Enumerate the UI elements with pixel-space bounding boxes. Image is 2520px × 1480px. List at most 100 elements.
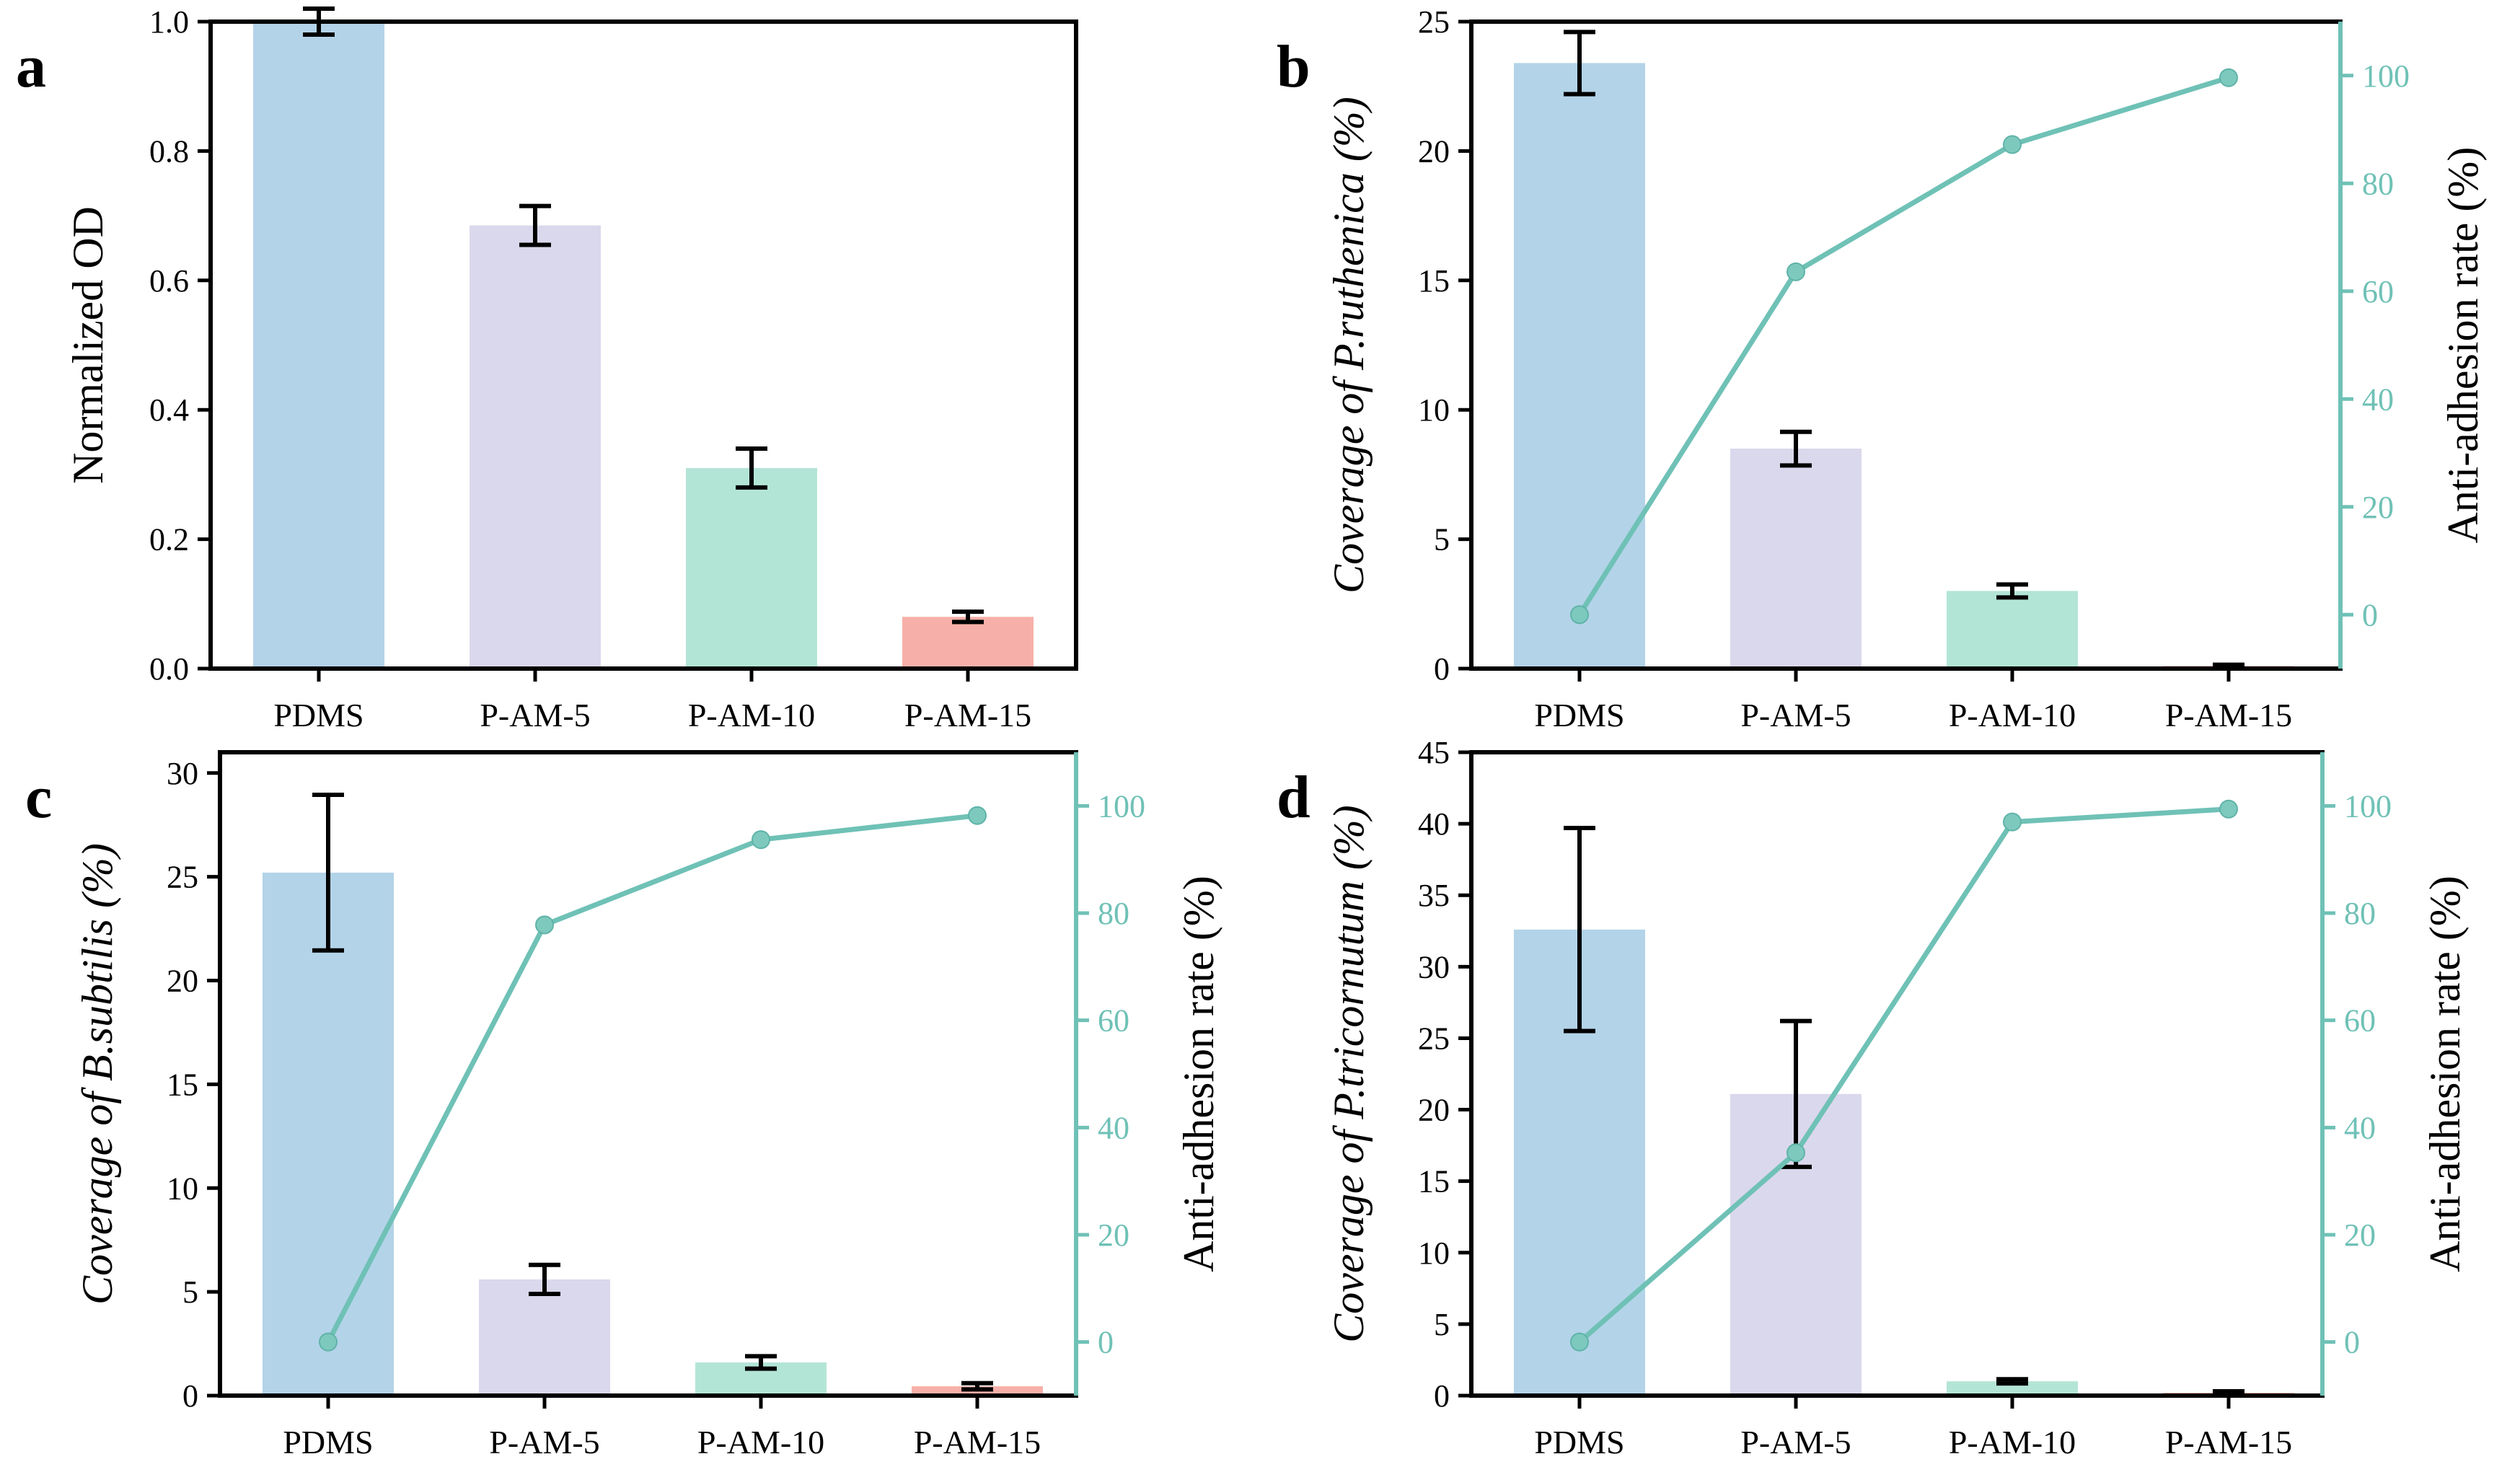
anti-adhesion-point-PDMS — [1570, 1332, 1589, 1352]
panel-label: d — [1277, 764, 1310, 831]
y2-tick-label: 20 — [1098, 1217, 1129, 1253]
y-tick-label: 20 — [1418, 1093, 1450, 1128]
y-tick-label: 10 — [1418, 392, 1450, 428]
bar-P-AM-5 — [470, 225, 601, 669]
y-tick-label: 0.2 — [149, 522, 189, 558]
y-tick-label: 15 — [167, 1067, 198, 1102]
y-tick-label: 25 — [167, 860, 198, 895]
error-bar-PDMS — [1564, 30, 1595, 97]
anti-adhesion-point-P-AM-5 — [535, 915, 554, 935]
y-tick-label: 10 — [167, 1171, 198, 1206]
panel-c: 0 5 10 15 20 25 30 PDMS P-AM-5 P-AM-10 P-AM-15 Cove… — [25, 750, 1222, 1461]
anti-adhesion-line — [1577, 806, 2229, 1344]
x-tick-label: P-AM-5 — [480, 697, 590, 734]
anti-adhesion-point-PDMS — [319, 1332, 338, 1352]
plot-frame — [208, 19, 1078, 671]
y-tick-label: 45 — [1418, 735, 1450, 770]
y-tick-label: 20 — [167, 964, 198, 999]
error-bar-P-AM-5 — [1780, 429, 1812, 468]
y2-tick-label: 20 — [2362, 490, 2394, 525]
anti-adhesion-point-P-AM-10 — [2003, 135, 2022, 154]
error-bar-P-AM-10 — [736, 446, 767, 490]
x-tick-label: PDMS — [1534, 697, 1624, 734]
bar-P-AM-5 — [1730, 449, 1862, 669]
bar-PDMS — [253, 22, 384, 669]
y-tick-label: 40 — [1418, 806, 1450, 842]
y-tick-label: 15 — [1418, 263, 1450, 299]
y-tick-label: 5 — [182, 1274, 198, 1310]
anti-adhesion-point-P-AM-10 — [752, 830, 770, 850]
x-tick-label: P-AM-15 — [904, 697, 1031, 734]
y2-tick-label: 40 — [1098, 1110, 1129, 1145]
anti-adhesion-point-P-AM-15 — [968, 806, 987, 825]
anti-adhesion-point-P-AM-5 — [1787, 262, 1805, 281]
y2-tick-label: 0 — [1098, 1325, 1114, 1360]
anti-adhesion-line — [325, 813, 978, 1344]
x-tick-label: P-AM-5 — [1740, 697, 1851, 734]
y-tick-label: 25 — [1418, 4, 1450, 40]
bar-PDMS — [263, 872, 394, 1396]
y-tick-label: 0 — [1434, 1378, 1450, 1414]
anti-adhesion-point-PDMS — [1570, 605, 1589, 625]
y-axis-label: Coverage of B.subtilis (%) — [74, 843, 121, 1305]
y-tick-label: 5 — [1434, 1307, 1450, 1342]
anti-adhesion-point-P-AM-15 — [2219, 68, 2238, 87]
y-tick-label: 0.4 — [149, 392, 189, 428]
y-tick-label: 0 — [182, 1378, 198, 1414]
y2-tick-label: 60 — [1098, 1003, 1129, 1039]
x-tick-label: P-AM-10 — [697, 1424, 824, 1461]
bar-P-AM-10 — [1947, 591, 2078, 669]
error-bar-P-AM-5 — [519, 203, 551, 247]
bar-P-AM-10 — [686, 467, 817, 669]
x-tick-label: P-AM-10 — [688, 697, 815, 734]
error-bar-P-AM-10 — [745, 1354, 777, 1371]
y2-tick-label: 40 — [2344, 1110, 2376, 1145]
y-tick-label: 5 — [1434, 522, 1450, 558]
x-tick-label: PDMS — [1534, 1424, 1624, 1461]
y2-tick-label: 80 — [2362, 166, 2394, 201]
x-tick-label: P-AM-10 — [1949, 697, 2076, 734]
y2-tick-label: 80 — [1098, 896, 1129, 931]
y2-tick-label: 100 — [2362, 58, 2410, 94]
error-bar-P-AM-10 — [1996, 582, 2028, 600]
y2-tick-label: 80 — [2344, 896, 2376, 931]
panel-label: b — [1277, 33, 1310, 100]
bar-P-AM-10 — [1947, 1381, 2078, 1396]
y-tick-label: 10 — [1418, 1235, 1450, 1271]
panel-b: 0 5 10 15 20 25 PDMS P-AM-5 P-AM-10 P-AM-15 Covera… — [1277, 4, 2487, 734]
anti-adhesion-line — [1577, 75, 2230, 617]
x-tick-label: P-AM-5 — [1740, 1424, 1851, 1461]
panel-label: a — [16, 33, 46, 100]
error-bar-P-AM-5 — [529, 1262, 560, 1297]
y-tick-label: 0 — [1434, 651, 1450, 687]
y-tick-label: 0.0 — [149, 651, 189, 687]
panel-d: 0 5 10 15 20 25 30 35 40 45 PDMS P-AM-5 P-AM-10 P-AM-… — [1277, 735, 2469, 1461]
y2-tick-label: 20 — [2344, 1217, 2376, 1253]
y2-tick-label: 100 — [2344, 788, 2392, 824]
y2-tick-label: 40 — [2362, 382, 2394, 417]
anti-adhesion-point-P-AM-5 — [1787, 1143, 1805, 1163]
y-axis-label: Coverage of P.ruthenica (%) — [1325, 97, 1373, 594]
y2-tick-label: 100 — [1098, 788, 1145, 824]
y2-tick-label: 60 — [2344, 1003, 2376, 1039]
y2-axis-label: Anti-adhesion rate (%) — [1175, 876, 1222, 1272]
y-tick-label: 1.0 — [149, 4, 189, 40]
y-tick-label: 30 — [167, 756, 198, 791]
x-tick-label: P-AM-15 — [2165, 1424, 2292, 1461]
error-bar-P-AM-15 — [952, 609, 984, 625]
y2-axis-label: Anti-adhesion rate (%) — [2439, 147, 2487, 544]
x-tick-label: PDMS — [273, 697, 364, 734]
y-axis-label: Coverage of P.tricornutum (%) — [1325, 805, 1373, 1342]
y-axis-label: Normalized OD — [64, 206, 112, 484]
bar-PDMS — [1514, 63, 1645, 669]
bar-P-AM-15 — [902, 617, 1034, 669]
y-tick-label: 0.8 — [149, 133, 189, 169]
error-bar-P-AM-5 — [1780, 1018, 1812, 1169]
error-bar-PDMS — [1564, 826, 1595, 1034]
x-tick-label: P-AM-15 — [914, 1424, 1041, 1461]
y-tick-label: 30 — [1418, 949, 1450, 985]
panel-a: 0.0 0.2 0.4 0.6 0.8 1.0 PDMS P-AM-5 P-AM-10 P-AM-… — [16, 4, 1078, 734]
y2-tick-label: 0 — [2362, 597, 2378, 633]
error-bar-P-AM-10 — [1996, 1377, 2028, 1386]
